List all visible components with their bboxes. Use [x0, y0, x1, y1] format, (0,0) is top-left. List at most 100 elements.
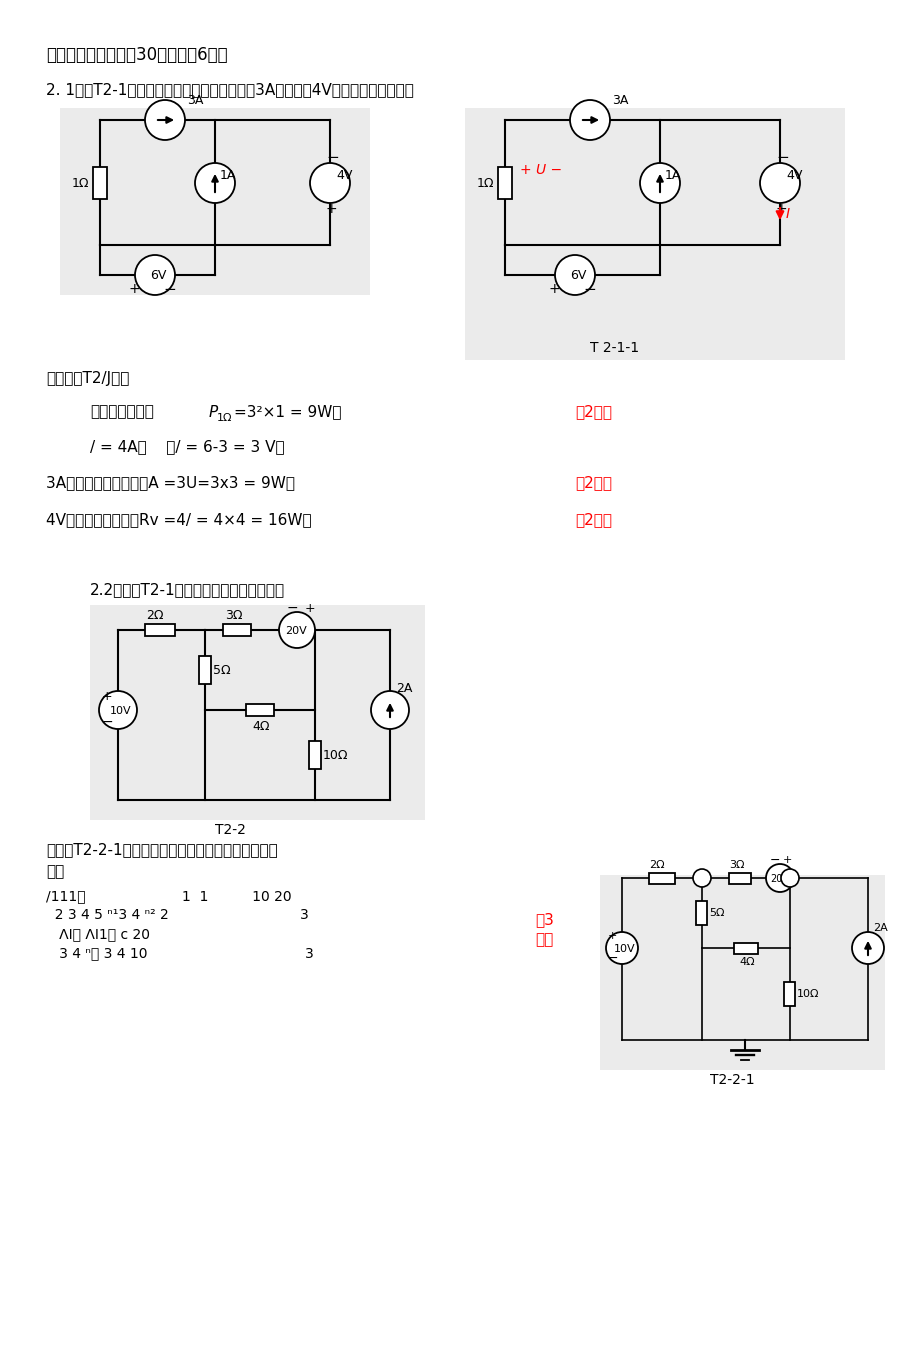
Text: ΛI、 ΛI1、 c 20: ΛI、 ΛI1、 c 20 [46, 927, 150, 940]
Text: 3Ω: 3Ω [225, 608, 243, 622]
Bar [784, 983, 795, 1006]
Text: 20V: 20V [769, 874, 789, 885]
Text: ②: ② [785, 872, 793, 883]
Bar [199, 656, 210, 685]
Text: 分）: 分） [535, 932, 552, 947]
Text: +: + [549, 282, 560, 295]
Text: 4V电压源发出的功率Rv =4/ = 4×4 = 16W。: 4V电压源发出的功率Rv =4/ = 4×4 = 16W。 [46, 513, 312, 528]
Text: 3A电流源发出的功率八A =3U=3x3 = 9W；: 3A电流源发出的功率八A =3U=3x3 = 9W； [46, 475, 295, 490]
Text: 1Ω: 1Ω [476, 177, 494, 189]
Bar [733, 943, 757, 954]
Text: ①: ① [697, 872, 706, 883]
Text: 10V: 10V [613, 945, 635, 954]
Text: 3A: 3A [611, 94, 628, 106]
Text: 4V: 4V [335, 169, 352, 181]
Text: I: I [785, 207, 789, 220]
FancyBboxPatch shape [599, 875, 884, 1070]
Text: +: + [102, 690, 112, 702]
Text: 4V: 4V [785, 169, 801, 181]
Bar [145, 623, 175, 636]
Text: 2. 1如图T2-1所示电路，求电阻吸收的功率及3A电流源、4V电压源发出的功率。: 2. 1如图T2-1所示电路，求电阻吸收的功率及3A电流源、4V电压源发出的功率… [46, 83, 414, 98]
Text: 4Ω: 4Ω [738, 957, 754, 968]
Text: 为：: 为： [46, 864, 64, 879]
Circle shape [780, 870, 798, 887]
Text: 20V: 20V [285, 626, 306, 636]
Text: +: + [607, 931, 617, 940]
Text: 2A: 2A [395, 682, 412, 694]
Text: T2-2-1: T2-2-1 [709, 1072, 754, 1087]
Text: /111、                      1  1          10 20: /111、 1 1 10 20 [46, 889, 291, 902]
Text: 3 4 ⁿ、 3 4 10                                    3: 3 4 ⁿ、 3 4 10 3 [46, 946, 313, 960]
Text: −: − [583, 282, 596, 297]
Text: 6V: 6V [570, 268, 585, 282]
Text: P: P [209, 404, 218, 419]
FancyBboxPatch shape [464, 108, 844, 361]
Circle shape [278, 612, 314, 648]
Text: 解：按T2-2-1所示标明各节点电压，则节点电压方程: 解：按T2-2-1所示标明各节点电压，则节点电压方程 [46, 842, 278, 857]
Text: T 2-1-1: T 2-1-1 [589, 342, 639, 355]
Bar [245, 704, 274, 716]
Text: T2-2: T2-2 [215, 823, 245, 837]
Bar [696, 901, 707, 925]
Bar [648, 872, 675, 883]
Text: 电阻吸收的功率: 电阻吸收的功率 [90, 404, 153, 419]
Circle shape [606, 932, 637, 964]
Circle shape [99, 691, 137, 729]
Text: （3: （3 [535, 912, 553, 927]
Circle shape [692, 870, 710, 887]
Circle shape [370, 691, 409, 729]
Text: （2分）: （2分） [574, 404, 611, 419]
Text: −: − [607, 951, 618, 965]
Text: 4Ω: 4Ω [252, 720, 269, 732]
FancyBboxPatch shape [90, 606, 425, 819]
Text: 5Ω: 5Ω [213, 664, 231, 676]
Bar [93, 167, 107, 199]
Text: 1Ω: 1Ω [72, 177, 89, 189]
Text: +: + [305, 602, 315, 615]
Text: 1A: 1A [664, 169, 681, 181]
Circle shape [554, 255, 595, 295]
Circle shape [759, 163, 800, 203]
Text: 10Ω: 10Ω [796, 989, 819, 999]
Text: −: − [325, 150, 338, 165]
FancyBboxPatch shape [60, 108, 369, 295]
Circle shape [135, 255, 175, 295]
Circle shape [195, 163, 234, 203]
Text: 2.2列出图T2-1所示电路的节点电压方程。: 2.2列出图T2-1所示电路的节点电压方程。 [90, 583, 285, 597]
Circle shape [145, 99, 185, 140]
Circle shape [570, 99, 609, 140]
Text: −: − [769, 853, 779, 867]
Bar [728, 872, 750, 883]
Text: =3²×1 = 9W；: =3²×1 = 9W； [233, 404, 341, 419]
Text: +: + [129, 282, 141, 295]
Text: 3A: 3A [187, 94, 203, 106]
Circle shape [851, 932, 883, 964]
Text: 5Ω: 5Ω [709, 908, 724, 919]
Text: 2A: 2A [872, 923, 887, 934]
Text: +: + [325, 201, 337, 216]
Text: / = 4A；    （/ = 6-3 = 3 V；: / = 4A； （/ = 6-3 = 3 V； [90, 440, 284, 455]
Circle shape [640, 163, 679, 203]
Circle shape [766, 864, 793, 891]
Text: 1Ω: 1Ω [217, 412, 233, 423]
Text: 6V: 6V [150, 268, 166, 282]
Text: +: + [775, 201, 787, 216]
Text: （2分）: （2分） [574, 475, 611, 490]
Text: 10V: 10V [110, 706, 131, 716]
Text: （2分）: （2分） [574, 513, 611, 528]
Text: −: − [163, 282, 176, 297]
Bar [222, 623, 251, 636]
Text: 二、简单计算题（共30分，每题6分）: 二、简单计算题（共30分，每题6分） [46, 46, 227, 64]
Text: 1A: 1A [220, 169, 236, 181]
Text: 10Ω: 10Ω [323, 749, 348, 762]
Text: 2Ω: 2Ω [648, 860, 664, 870]
Text: −: − [287, 602, 299, 615]
Text: + U −: + U − [519, 163, 562, 177]
Text: 2 3 4 5 ⁿ¹3 4 ⁿ² 2                              3: 2 3 4 5 ⁿ¹3 4 ⁿ² 2 3 [46, 908, 309, 921]
Bar [497, 167, 512, 199]
Text: +: + [782, 855, 791, 866]
Bar [309, 740, 321, 769]
Circle shape [310, 163, 349, 203]
Text: 3Ω: 3Ω [728, 860, 743, 870]
Text: −: − [102, 715, 114, 729]
